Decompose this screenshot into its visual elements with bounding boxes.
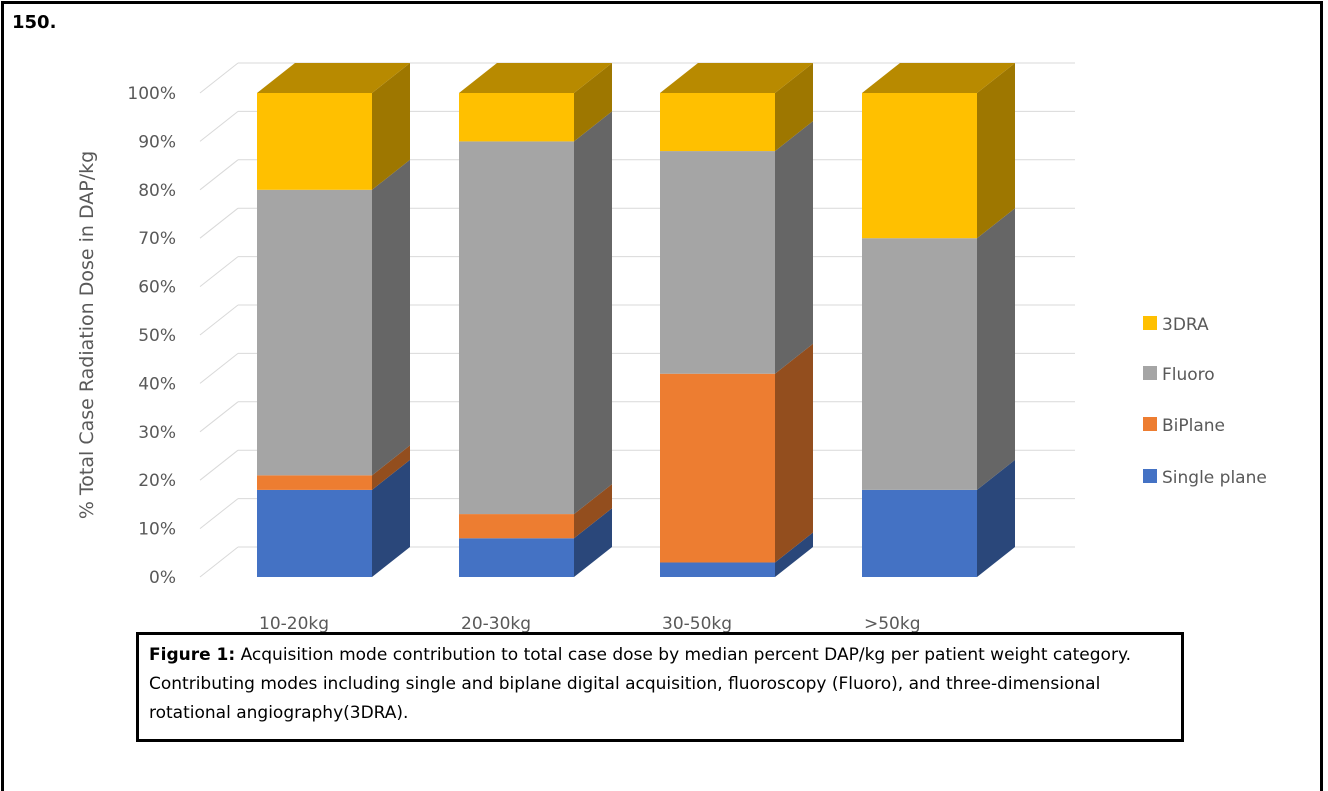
caption-label: Figure 1: xyxy=(149,645,236,665)
bar-side-face xyxy=(775,343,813,563)
bar-front-face xyxy=(862,238,977,490)
legend-item-single-plane: Single plane xyxy=(1143,468,1267,488)
bar-segment-3dra xyxy=(660,63,813,152)
bar-front-face xyxy=(660,93,775,152)
legend-label: Single plane xyxy=(1162,468,1267,488)
y-tick-label: 80% xyxy=(138,181,176,201)
bar-front-face xyxy=(862,93,977,239)
y-tick-label: 30% xyxy=(138,423,176,443)
bar-front-face xyxy=(257,475,372,490)
x-category-label: 10-20kg xyxy=(259,614,329,634)
bar-segment-biplane xyxy=(459,484,612,539)
bar-top-face xyxy=(459,63,612,93)
y-tick-label: 70% xyxy=(138,229,176,249)
legend-swatch xyxy=(1143,366,1157,380)
y-tick-label: 20% xyxy=(138,471,176,491)
bar-segment-3dra xyxy=(459,63,612,142)
legend-item-3dra: 3DRA xyxy=(1143,315,1209,335)
bar-segment-3dra xyxy=(257,63,410,190)
y-axis-title: % Total Case Radiation Dose in DAP/kg xyxy=(76,151,98,519)
bar-side-face xyxy=(775,121,813,374)
bar-side-face xyxy=(574,63,612,142)
bar-segment-single-plane xyxy=(459,508,612,577)
figure-caption: Figure 1: Acquisition mode contribution … xyxy=(136,632,1184,742)
x-category-label: 30-50kg xyxy=(662,614,732,634)
bar-front-face xyxy=(459,141,574,515)
bar-front-face xyxy=(459,538,574,577)
y-tick-label: 40% xyxy=(138,374,176,394)
bar-side-face xyxy=(574,111,612,515)
bar-segment-single-plane xyxy=(660,532,813,577)
legend-swatch xyxy=(1143,417,1157,431)
stacked-bar-chart: 0% 10% 20% 30% 40% 50% 60% 70% 80% 90% 100% % Total… xyxy=(76,62,1267,634)
bar-side-face xyxy=(775,532,813,577)
bar-front-face xyxy=(459,93,574,142)
legend-label: BiPlane xyxy=(1162,416,1225,436)
y-tick-label: 10% xyxy=(138,520,176,540)
bar-front-face xyxy=(257,189,372,476)
bar-segment-fluoro xyxy=(862,208,1015,490)
bar-front-face xyxy=(660,373,775,563)
legend-item-biplane: BiPlane xyxy=(1143,416,1225,436)
bar-front-face xyxy=(660,562,775,577)
y-tick-label: 0% xyxy=(149,568,176,588)
bar-side-face xyxy=(574,484,612,539)
bar-top-face xyxy=(862,63,1015,93)
figure-number: 150. xyxy=(12,12,57,33)
bar-side-face xyxy=(372,159,410,476)
bar-segment-single-plane xyxy=(862,459,1015,577)
bar-segment-fluoro xyxy=(257,159,410,476)
bar-top-face xyxy=(257,63,410,93)
legend-swatch xyxy=(1143,316,1157,330)
bar-side-face xyxy=(977,459,1015,577)
legend-swatch xyxy=(1143,469,1157,483)
bar-side-face xyxy=(574,508,612,577)
y-tick-label: 90% xyxy=(138,132,176,152)
legend-label: Fluoro xyxy=(1162,365,1215,385)
bar-top-face xyxy=(660,63,813,93)
bar-side-face xyxy=(775,63,813,152)
bar-side-face xyxy=(977,208,1015,490)
bar-segment-fluoro xyxy=(459,111,612,515)
y-tick-label: 100% xyxy=(127,84,176,104)
bar-segment-3dra xyxy=(862,63,1015,239)
bar-side-face xyxy=(372,63,410,190)
legend-item-fluoro: Fluoro xyxy=(1143,365,1215,385)
bar-front-face xyxy=(660,151,775,374)
y-tick-label: 50% xyxy=(138,326,176,346)
bar-front-face xyxy=(257,489,372,577)
bar-side-face xyxy=(372,445,410,490)
x-category-label: 20-30kg xyxy=(461,614,531,634)
y-tick-label: 60% xyxy=(138,278,176,298)
bar-side-face xyxy=(372,459,410,577)
bar-segment-biplane xyxy=(257,445,410,490)
bar-side-face xyxy=(977,63,1015,239)
bar-segment-fluoro xyxy=(660,121,813,374)
caption-text: Acquisition mode contribution to total c… xyxy=(149,645,1131,723)
legend-label: 3DRA xyxy=(1162,315,1209,335)
bar-front-face xyxy=(862,489,977,577)
bar-segment-biplane xyxy=(660,343,813,563)
bar-segment-single-plane xyxy=(257,459,410,577)
bar-front-face xyxy=(459,514,574,539)
x-category-label: >50kg xyxy=(864,614,921,634)
bar-front-face xyxy=(257,93,372,190)
